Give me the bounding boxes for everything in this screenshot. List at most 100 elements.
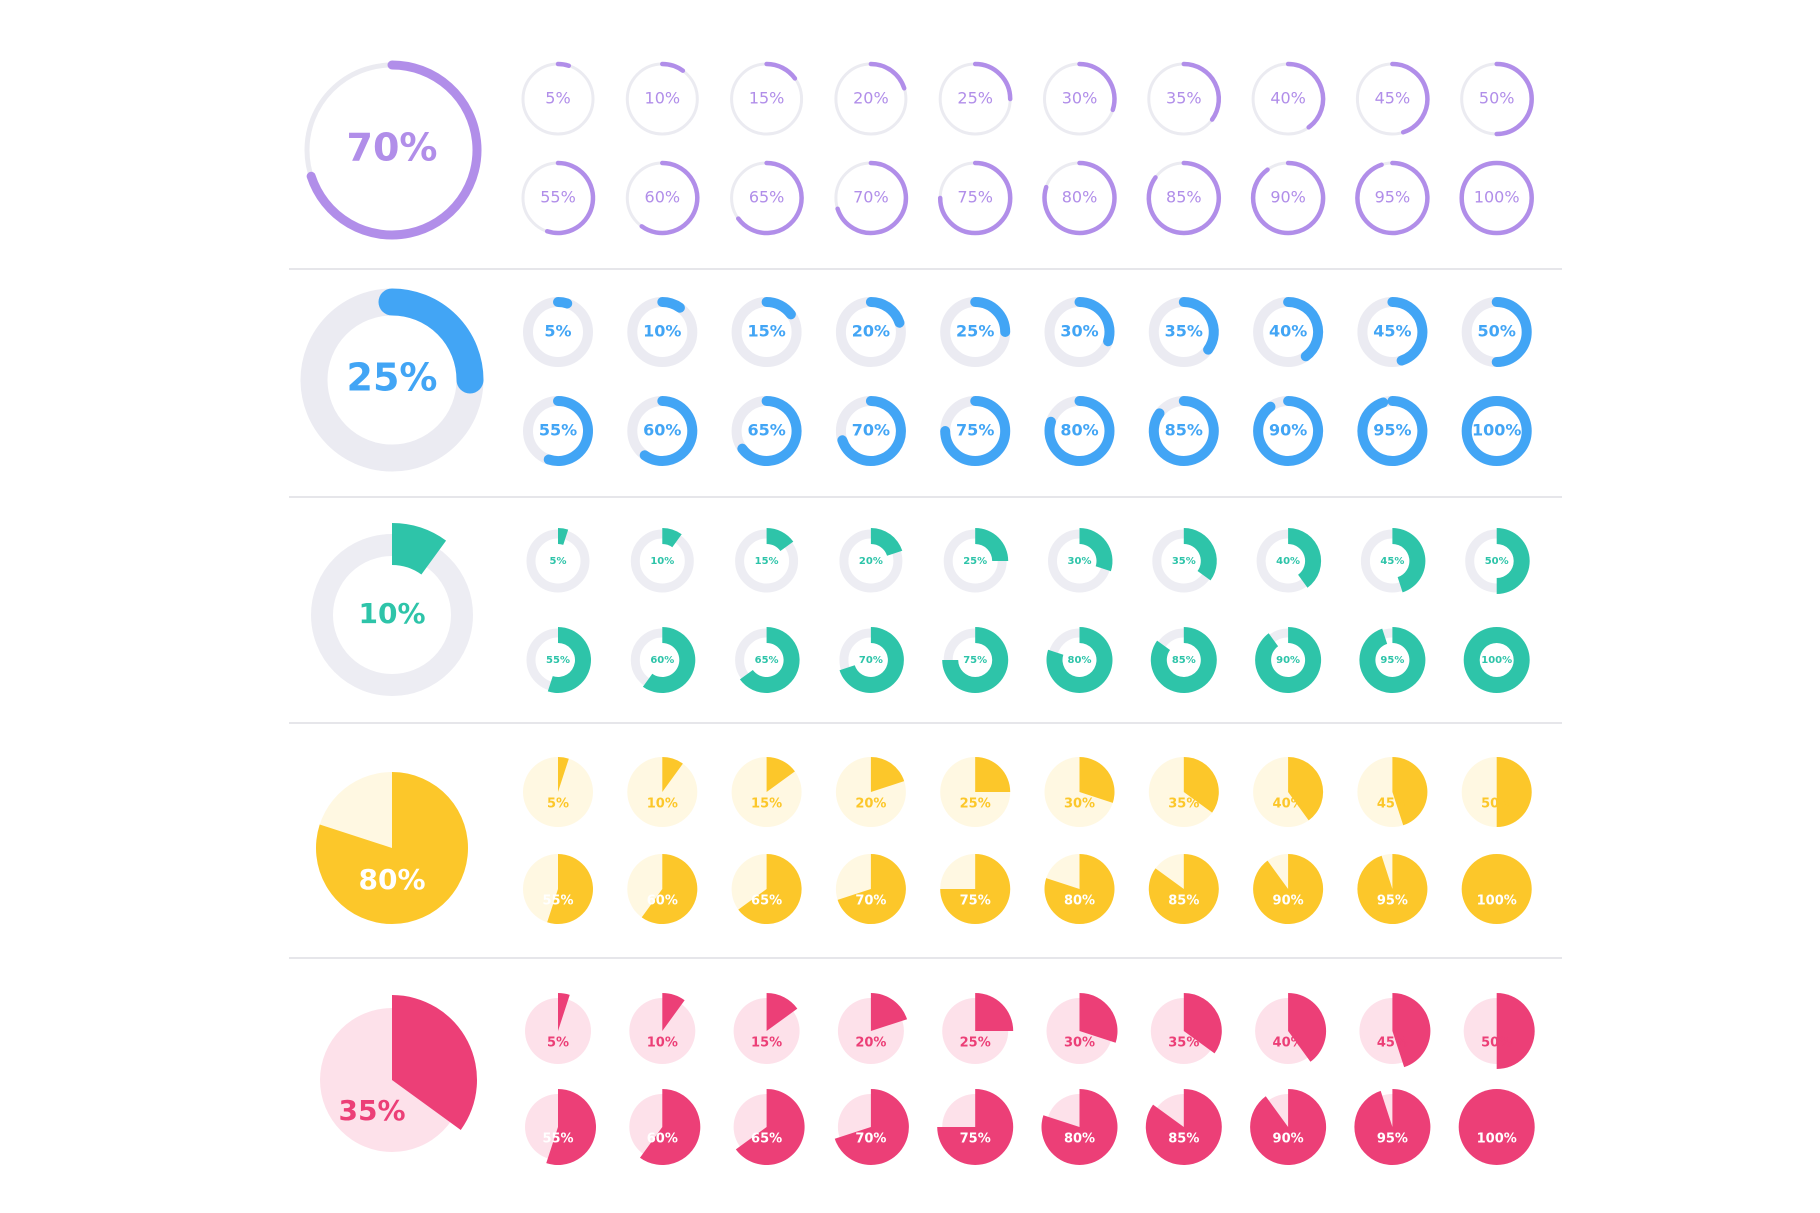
value-label: 65%: [751, 1132, 782, 1147]
value-label: 10%: [358, 597, 425, 630]
pie-slice: [975, 993, 1014, 1031]
value-label: 90%: [1269, 421, 1307, 440]
value-label: 35%: [1168, 1036, 1199, 1051]
progress-arc: [1390, 61, 1430, 135]
value-label: 60%: [650, 655, 674, 666]
progress-arc: [555, 61, 572, 68]
value-label: 65%: [751, 894, 782, 909]
value-label: 75%: [957, 188, 993, 207]
pie-slice: [392, 995, 478, 1130]
progress-arc: [1074, 297, 1115, 347]
value-label: 65%: [747, 421, 785, 440]
progress-arc: [378, 288, 484, 394]
value-label: 95%: [1377, 1132, 1408, 1147]
pie-slice: [1496, 993, 1535, 1069]
progress-segment: [975, 528, 1009, 561]
pie-slice: [1392, 757, 1428, 826]
pie-slice: [735, 1089, 805, 1165]
value-label: 5%: [547, 1036, 569, 1051]
progress-arc: [553, 297, 573, 309]
value-label: 100%: [1474, 188, 1520, 207]
value-label: 15%: [749, 89, 785, 108]
value-label: 30%: [1064, 797, 1095, 812]
pie-slice: [546, 1089, 596, 1165]
progress-arc: [1181, 61, 1221, 122]
pie-slice: [558, 993, 570, 1031]
value-label: 25%: [960, 1036, 991, 1051]
value-label: 15%: [751, 1036, 782, 1051]
progress-arc: [639, 396, 698, 466]
progress-arc: [1285, 61, 1326, 130]
pie-slice: [1183, 757, 1219, 813]
value-label: 5%: [550, 556, 567, 567]
progress-arc: [657, 297, 685, 313]
pie-slice: [1079, 757, 1115, 803]
value-label: 80%: [1062, 188, 1098, 207]
progress-arc: [1494, 61, 1534, 137]
value-label: 100%: [1481, 655, 1512, 666]
value-label: 30%: [1064, 1036, 1095, 1051]
value-label: 10%: [647, 1036, 678, 1051]
progress-segment: [558, 528, 569, 545]
value-label: 20%: [859, 556, 883, 567]
value-label: 100%: [1472, 421, 1521, 440]
pie-slice: [1250, 1089, 1327, 1165]
progress-arc: [1461, 395, 1532, 467]
pie-slice: [547, 854, 593, 924]
value-label: 10%: [647, 797, 678, 812]
pie-slice: [558, 757, 569, 792]
value-label: 30%: [1060, 322, 1098, 341]
value-label: 85%: [1172, 655, 1196, 666]
value-label: 25%: [963, 556, 987, 567]
progress-segment: [547, 627, 591, 693]
value-label: 40%: [1270, 89, 1306, 108]
value-label: 70%: [852, 421, 890, 440]
progress-arc: [1146, 160, 1222, 236]
value-label: 50%: [1478, 322, 1516, 341]
progress-segment: [1183, 528, 1217, 581]
value-label: 55%: [540, 188, 576, 207]
pie-slice: [834, 1089, 909, 1165]
pie-slice: [1354, 1089, 1431, 1165]
pie-slice: [975, 757, 1011, 792]
value-label: 45%: [1377, 797, 1408, 812]
progress-segment: [1359, 627, 1426, 693]
pie-slice: [1044, 854, 1115, 925]
value-label: 10%: [643, 322, 681, 341]
progress-arc: [972, 61, 1013, 102]
value-label: 95%: [1375, 188, 1411, 207]
pie-slice: [315, 772, 468, 924]
value-label: 15%: [751, 797, 782, 812]
progress-segment: [392, 523, 447, 575]
progress-arc: [1253, 396, 1324, 466]
value-label: 70%: [855, 894, 886, 909]
progress-segment: [1392, 528, 1426, 593]
value-label: 25%: [347, 356, 438, 400]
value-label: 75%: [956, 421, 994, 440]
value-label: 90%: [1270, 188, 1306, 207]
value-label: 100%: [1477, 894, 1517, 909]
value-label: 35%: [1166, 89, 1202, 108]
pie-slice: [1496, 757, 1532, 827]
progress-segment: [642, 627, 696, 694]
progress-arc: [1077, 61, 1117, 113]
value-label: 30%: [1062, 89, 1098, 108]
value-label: 75%: [960, 894, 991, 909]
value-label: 95%: [1373, 421, 1411, 440]
progress-arc: [544, 160, 596, 236]
progress-arc: [835, 160, 909, 236]
progress-arc: [660, 61, 686, 73]
progress-arc: [1357, 396, 1428, 466]
value-label: 85%: [1165, 421, 1203, 440]
value-label: 20%: [853, 89, 889, 108]
pie-slice: [937, 1089, 1014, 1165]
progress-segment: [1463, 627, 1530, 693]
progress-arc: [865, 297, 905, 328]
progress-segment: [1079, 528, 1113, 572]
pie-slice: [1148, 854, 1219, 924]
value-label: 15%: [747, 322, 785, 341]
value-label: 100%: [1477, 1132, 1517, 1147]
progress-arc: [868, 61, 907, 91]
progress-segment: [662, 528, 682, 548]
value-label: 25%: [957, 89, 993, 108]
